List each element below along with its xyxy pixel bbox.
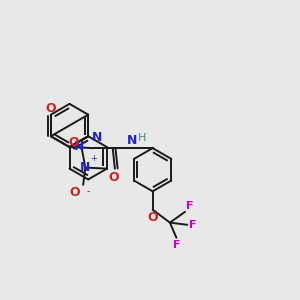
Text: O: O	[68, 136, 79, 149]
Text: F: F	[186, 201, 194, 211]
Text: +: +	[90, 154, 97, 163]
Text: H: H	[138, 133, 146, 143]
Text: N: N	[80, 161, 91, 174]
Text: N: N	[127, 134, 137, 147]
Text: F: F	[189, 220, 197, 230]
Text: -: -	[86, 186, 90, 196]
Text: F: F	[173, 240, 180, 250]
Text: O: O	[46, 102, 56, 115]
Text: N: N	[74, 140, 84, 153]
Text: O: O	[147, 211, 158, 224]
Text: O: O	[109, 171, 119, 184]
Text: O: O	[70, 186, 80, 199]
Text: N: N	[92, 131, 103, 144]
